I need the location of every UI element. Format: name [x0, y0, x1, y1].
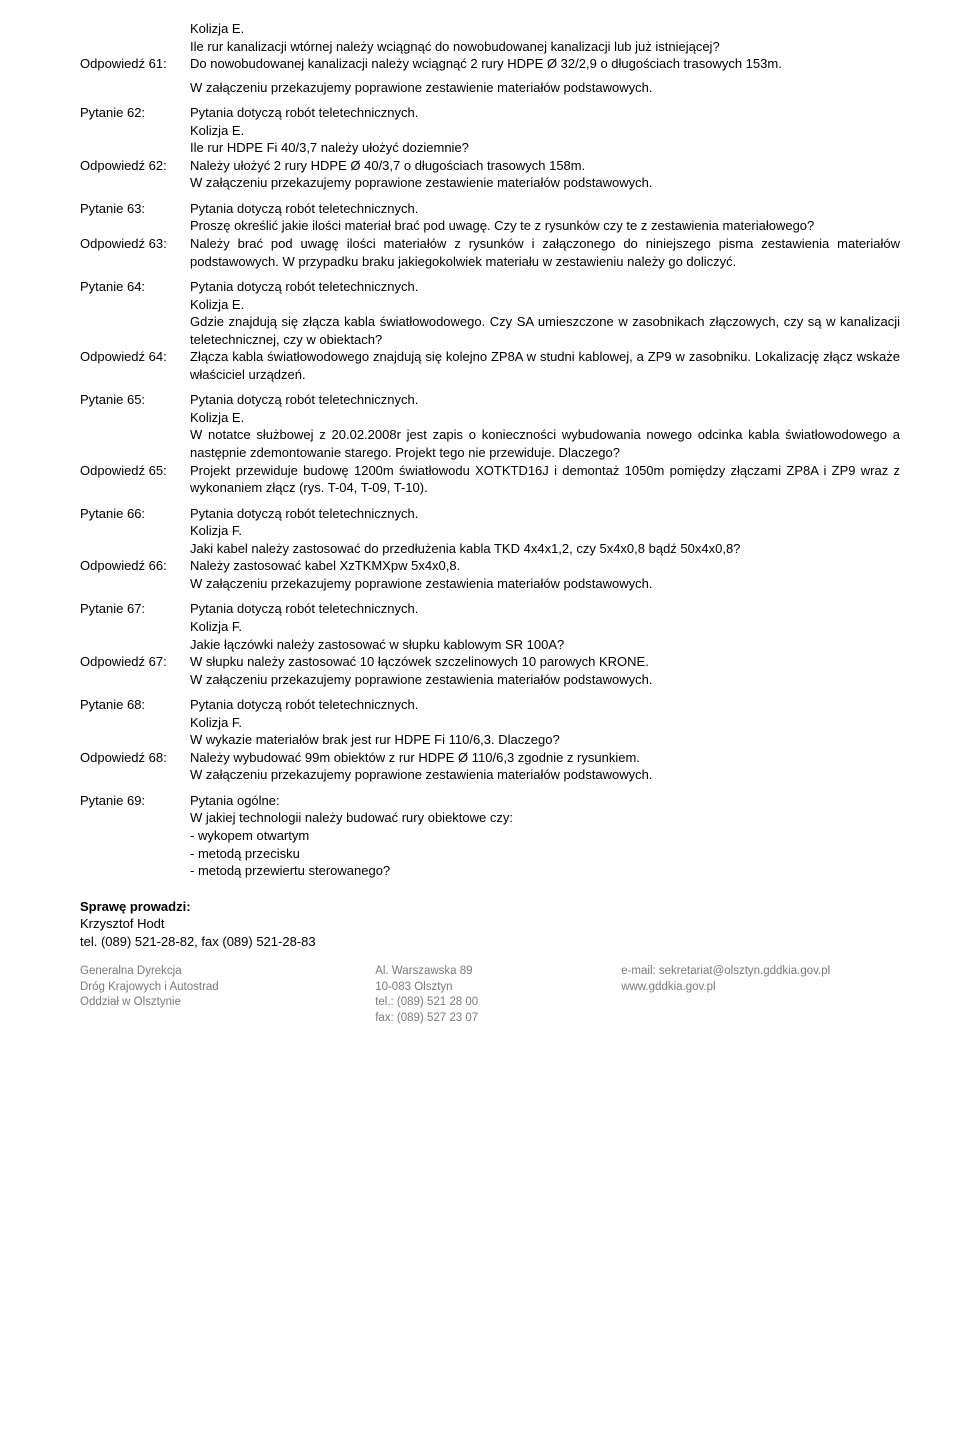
- question-65-line2: Kolizja E.: [190, 409, 900, 427]
- question-69-row: Pytanie 69: Pytania ogólne:: [80, 792, 900, 810]
- answer-62-text: Należy ułożyć 2 rury HDPE Ø 40/3,7 o dłu…: [190, 157, 900, 175]
- question-69-line5: - metodą przewiertu sterowanego?: [190, 862, 900, 880]
- question-69-label: Pytanie 69:: [80, 792, 190, 810]
- question-62-line3: Ile rur HDPE Fi 40/3,7 należy ułożyć doz…: [190, 139, 900, 157]
- answer-68-label: Odpowiedź 68:: [80, 749, 190, 767]
- question-66-line3: Jaki kabel należy zastosować do przedłuż…: [190, 540, 900, 558]
- question-69-line3: - wykopem otwartym: [190, 827, 900, 845]
- answer-61-extra: W załączeniu przekazujemy poprawione zes…: [190, 79, 900, 97]
- question-69-line4: - metodą przecisku: [190, 845, 900, 863]
- answer-66-text: Należy zastosować kabel XzTKMXpw 5x4x0,8…: [190, 557, 900, 575]
- footer-right-2: www.gddkia.gov.pl: [621, 980, 900, 996]
- question-68-row: Pytanie 68: Pytania dotyczą robót telete…: [80, 696, 900, 714]
- question-64-line1: Pytania dotyczą robót teletechnicznych.: [190, 278, 900, 296]
- answer-61-row: Odpowiedź 61: Do nowobudowanej kanalizac…: [80, 55, 900, 73]
- answer-63-label: Odpowiedź 63:: [80, 235, 190, 270]
- question-65-line1: Pytania dotyczą robót teletechnicznych.: [190, 391, 900, 409]
- question-67-label: Pytanie 67:: [80, 600, 190, 618]
- question-65-label: Pytanie 65:: [80, 391, 190, 409]
- answer-62-row: Odpowiedź 62: Należy ułożyć 2 rury HDPE …: [80, 157, 900, 175]
- question-67-line3: Jakie łączówki należy zastosować w słupk…: [190, 636, 900, 654]
- document-page: Kolizja E. Ile rur kanalizacji wtórnej n…: [0, 0, 960, 1056]
- question-65-line3: W notatce służbowej z 20.02.2008r jest z…: [190, 426, 900, 461]
- answer-63-text: Należy brać pod uwagę ilości materiałów …: [190, 235, 900, 270]
- question-62-line1: Pytania dotyczą robót teletechnicznych.: [190, 104, 900, 122]
- footer-left-3: Oddział w Olsztynie: [80, 995, 375, 1011]
- answer-68-text: Należy wybudować 99m obiektów z rur HDPE…: [190, 749, 900, 767]
- question-66-line1: Pytania dotyczą robót teletechnicznych.: [190, 505, 900, 523]
- pre-q61-line2: Ile rur kanalizacji wtórnej należy wciąg…: [190, 38, 900, 56]
- footer-col-left: Generalna Dyrekcja Dróg Krajowych i Auto…: [80, 964, 375, 1026]
- question-62-label: Pytanie 62:: [80, 104, 190, 122]
- answer-61-label: Odpowiedź 61:: [80, 55, 190, 73]
- question-64-line3: Gdzie znajdują się złącza kabla światłow…: [190, 313, 900, 348]
- answer-65-text: Projekt przewiduje budowę 1200m światłow…: [190, 462, 900, 497]
- footer-mid-3: tel.: (089) 521 28 00: [375, 995, 621, 1011]
- footer-col-mid: Al. Warszawska 89 10-083 Olsztyn tel.: (…: [375, 964, 621, 1026]
- question-68-line2: Kolizja F.: [190, 714, 900, 732]
- answer-67-text: W słupku należy zastosować 10 łączówek s…: [190, 653, 900, 671]
- question-63-row: Pytanie 63: Pytania dotyczą robót telete…: [80, 200, 900, 218]
- footer-left-2: Dróg Krajowych i Autostrad: [80, 980, 375, 996]
- answer-64-label: Odpowiedź 64:: [80, 348, 190, 383]
- question-65-row: Pytanie 65: Pytania dotyczą robót telete…: [80, 391, 900, 409]
- question-64-row: Pytanie 64: Pytania dotyczą robót telete…: [80, 278, 900, 296]
- answer-64-text: Złącza kabla światłowodowego znajdują si…: [190, 348, 900, 383]
- question-68-label: Pytanie 68:: [80, 696, 190, 714]
- answer-67-label: Odpowiedź 67:: [80, 653, 190, 671]
- answer-65-row: Odpowiedź 65: Projekt przewiduje budowę …: [80, 462, 900, 497]
- answer-67-row: Odpowiedź 67: W słupku należy zastosować…: [80, 653, 900, 671]
- footer-right-1: e-mail: sekretariat@olsztyn.gddkia.gov.p…: [621, 964, 900, 980]
- answer-63-row: Odpowiedź 63: Należy brać pod uwagę iloś…: [80, 235, 900, 270]
- answer-67-extra: W załączeniu przekazujemy poprawione zes…: [190, 671, 900, 689]
- footer-mid-1: Al. Warszawska 89: [375, 964, 621, 980]
- footer-line2: Krzysztof Hodt: [80, 915, 900, 933]
- footer-line3: tel. (089) 521-28-82, fax (089) 521-28-8…: [80, 933, 900, 951]
- question-63-line1: Pytania dotyczą robót teletechnicznych.: [190, 200, 900, 218]
- question-63-label: Pytanie 63:: [80, 200, 190, 218]
- answer-64-row: Odpowiedź 64: Złącza kabla światłowodowe…: [80, 348, 900, 383]
- pre-q61-line1: Kolizja E.: [190, 20, 900, 38]
- footer-mid-2: 10-083 Olsztyn: [375, 980, 621, 996]
- question-68-line3: W wykazie materiałów brak jest rur HDPE …: [190, 731, 900, 749]
- question-64-label: Pytanie 64:: [80, 278, 190, 296]
- question-68-line1: Pytania dotyczą robót teletechnicznych.: [190, 696, 900, 714]
- answer-66-extra: W załączeniu przekazujemy poprawione zes…: [190, 575, 900, 593]
- question-69-line1: Pytania ogólne:: [190, 792, 900, 810]
- footer-left-1: Generalna Dyrekcja: [80, 964, 375, 980]
- answer-66-row: Odpowiedź 66: Należy zastosować kabel Xz…: [80, 557, 900, 575]
- question-67-line1: Pytania dotyczą robót teletechnicznych.: [190, 600, 900, 618]
- answer-61-text: Do nowobudowanej kanalizacji należy wcią…: [190, 55, 900, 73]
- answer-68-row: Odpowiedź 68: Należy wybudować 99m obiek…: [80, 749, 900, 767]
- footer-section: Sprawę prowadzi: Krzysztof Hodt tel. (08…: [80, 898, 900, 1027]
- footer-columns: Generalna Dyrekcja Dróg Krajowych i Auto…: [80, 964, 900, 1026]
- answer-68-extra: W załączeniu przekazujemy poprawione zes…: [190, 766, 900, 784]
- question-69-line2: W jakiej technologii należy budować rury…: [190, 809, 900, 827]
- answer-65-label: Odpowiedź 65:: [80, 462, 190, 497]
- question-67-row: Pytanie 67: Pytania dotyczą robót telete…: [80, 600, 900, 618]
- question-66-row: Pytanie 66: Pytania dotyczą robót telete…: [80, 505, 900, 523]
- question-62-row: Pytanie 62: Pytania dotyczą robót telete…: [80, 104, 900, 122]
- question-66-line2: Kolizja F.: [190, 522, 900, 540]
- answer-66-label: Odpowiedź 66:: [80, 557, 190, 575]
- question-63-line2: Proszę określić jakie ilości materiał br…: [190, 217, 900, 235]
- question-67-line2: Kolizja F.: [190, 618, 900, 636]
- footer-line1: Sprawę prowadzi:: [80, 898, 900, 916]
- question-62-line2: Kolizja E.: [190, 122, 900, 140]
- footer-col-right: e-mail: sekretariat@olsztyn.gddkia.gov.p…: [621, 964, 900, 1026]
- answer-62-label: Odpowiedź 62:: [80, 157, 190, 175]
- answer-62-extra: W załączeniu przekazujemy poprawione zes…: [190, 174, 900, 192]
- footer-mid-4: fax: (089) 527 23 07: [375, 1011, 621, 1027]
- question-64-line2: Kolizja E.: [190, 296, 900, 314]
- question-66-label: Pytanie 66:: [80, 505, 190, 523]
